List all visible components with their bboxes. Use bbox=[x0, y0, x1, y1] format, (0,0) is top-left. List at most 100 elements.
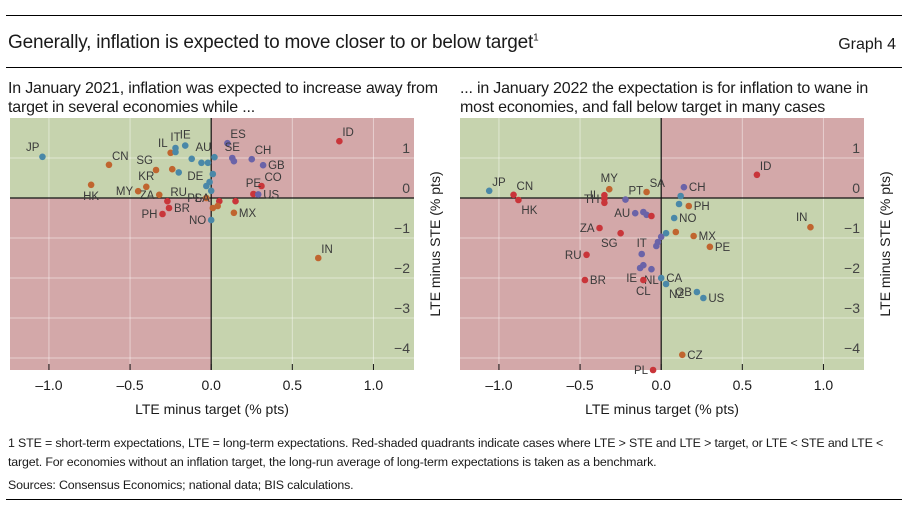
data-label: GB bbox=[268, 160, 285, 172]
quadrant-bottom-left bbox=[460, 198, 662, 370]
data-point-ru bbox=[583, 251, 590, 259]
right-panel-subtitle: ... in January 2022 the expectation is f… bbox=[460, 80, 869, 116]
quadrant-bottom-right bbox=[211, 198, 414, 370]
data-point-ch bbox=[680, 183, 688, 191]
right-scatter-chart: –1.0 –0.5 0.0 0.5 1.0 1 0 −1 −2 −3 −4 LTE minus tar… bbox=[460, 118, 893, 417]
y-axis-label: LTE minus STE (% pts) bbox=[877, 171, 893, 316]
y-tick-label: 1 bbox=[402, 140, 410, 156]
top-rule bbox=[6, 15, 902, 16]
data-label: KR bbox=[138, 171, 154, 183]
data-point-au bbox=[631, 209, 639, 217]
data-point bbox=[207, 187, 215, 195]
data-label: NO bbox=[189, 215, 206, 227]
x-tick-label: 0.0 bbox=[201, 377, 221, 393]
x-tick-label: 1.0 bbox=[814, 377, 834, 393]
data-point-no bbox=[670, 214, 678, 222]
data-label: JP bbox=[492, 177, 506, 189]
data-point-id bbox=[753, 171, 761, 179]
y-tick-label: −1 bbox=[844, 220, 860, 236]
data-label: SA bbox=[194, 193, 210, 205]
title-text: Generally, inflation is expected to move… bbox=[8, 32, 534, 53]
data-label: CO bbox=[264, 172, 281, 184]
data-label: US bbox=[708, 293, 724, 305]
data-label: NL bbox=[644, 275, 659, 287]
data-point-no bbox=[207, 216, 215, 224]
data-label: CL bbox=[636, 286, 651, 298]
quadrant-bottom-left bbox=[10, 198, 212, 370]
data-point bbox=[662, 229, 670, 237]
data-label: MY bbox=[116, 186, 134, 198]
data-point-gb bbox=[259, 161, 267, 169]
data-label: GB bbox=[675, 287, 692, 299]
data-point-pe bbox=[250, 190, 257, 198]
data-label: CZ bbox=[687, 350, 702, 362]
data-label: PE bbox=[715, 242, 731, 254]
data-label: IT bbox=[637, 238, 647, 250]
data-label: US bbox=[263, 189, 279, 201]
data-point bbox=[175, 169, 183, 176]
y-tick-label: −3 bbox=[844, 300, 860, 316]
data-label: SE bbox=[225, 142, 241, 154]
data-label: IN bbox=[321, 244, 333, 256]
data-point bbox=[672, 228, 680, 236]
data-label: PL bbox=[634, 365, 649, 377]
y-tick-label: −4 bbox=[844, 340, 860, 356]
data-label: IL bbox=[590, 190, 600, 202]
data-point bbox=[654, 238, 662, 246]
y-tick-label: −3 bbox=[394, 300, 410, 316]
data-point-cn bbox=[510, 191, 517, 199]
data-point-in bbox=[314, 254, 322, 262]
bottom-rule bbox=[6, 499, 902, 500]
data-point-cz bbox=[678, 351, 686, 359]
data-point-mx bbox=[690, 232, 697, 240]
data-label: ES bbox=[230, 129, 246, 141]
x-axis-label: LTE minus target (% pts) bbox=[135, 401, 289, 417]
x-tick-label: 1.0 bbox=[364, 377, 384, 393]
title-footnote-marker: 1 bbox=[533, 32, 539, 44]
data-point-mx bbox=[230, 209, 238, 217]
data-label: HK bbox=[83, 191, 99, 203]
data-label: HK bbox=[521, 205, 537, 217]
data-point bbox=[675, 200, 683, 208]
x-tick-label: 0.0 bbox=[651, 377, 671, 393]
data-point-sg bbox=[152, 166, 160, 174]
data-point-nz bbox=[662, 280, 670, 288]
x-tick-label: –1.0 bbox=[485, 377, 512, 393]
data-point-us bbox=[254, 191, 262, 198]
x-axis-label: LTE minus target (% pts) bbox=[585, 401, 739, 417]
quadrant-top-left bbox=[460, 118, 662, 198]
data-point-id bbox=[336, 137, 343, 145]
data-point-ch bbox=[248, 155, 256, 163]
data-label: PH bbox=[694, 201, 710, 213]
data-point-ph bbox=[685, 202, 693, 210]
data-point-br bbox=[581, 276, 589, 284]
data-point bbox=[657, 233, 665, 241]
footnote: 1 STE = short-term expectations, LTE = l… bbox=[8, 436, 884, 469]
data-label: IE bbox=[626, 273, 637, 285]
data-point-pl bbox=[649, 366, 657, 374]
data-label: PL bbox=[187, 193, 202, 205]
data-point-pl bbox=[203, 194, 210, 202]
data-point bbox=[677, 192, 684, 200]
data-point-ie bbox=[181, 142, 189, 149]
data-label: IL bbox=[158, 138, 168, 150]
data-label: BR bbox=[174, 203, 190, 215]
y-axis-label: LTE minus STE (% pts) bbox=[427, 171, 443, 316]
data-point-ca bbox=[657, 274, 665, 282]
x-tick-label: –1.0 bbox=[35, 377, 62, 393]
title-rule bbox=[6, 67, 902, 68]
data-label: CN bbox=[112, 151, 129, 163]
data-point-hk bbox=[515, 196, 522, 204]
data-point bbox=[206, 178, 213, 186]
data-label: MX bbox=[699, 231, 717, 243]
data-point-cl bbox=[640, 276, 647, 284]
data-label: CA bbox=[666, 273, 682, 285]
data-point-za bbox=[155, 191, 163, 199]
data-point-za bbox=[596, 224, 603, 232]
data-point bbox=[230, 157, 238, 165]
data-point bbox=[232, 197, 239, 205]
data-point bbox=[209, 170, 217, 178]
graph-label: Graph 4 bbox=[838, 36, 896, 53]
data-label: DE bbox=[187, 171, 203, 183]
data-point-sa bbox=[643, 188, 650, 196]
